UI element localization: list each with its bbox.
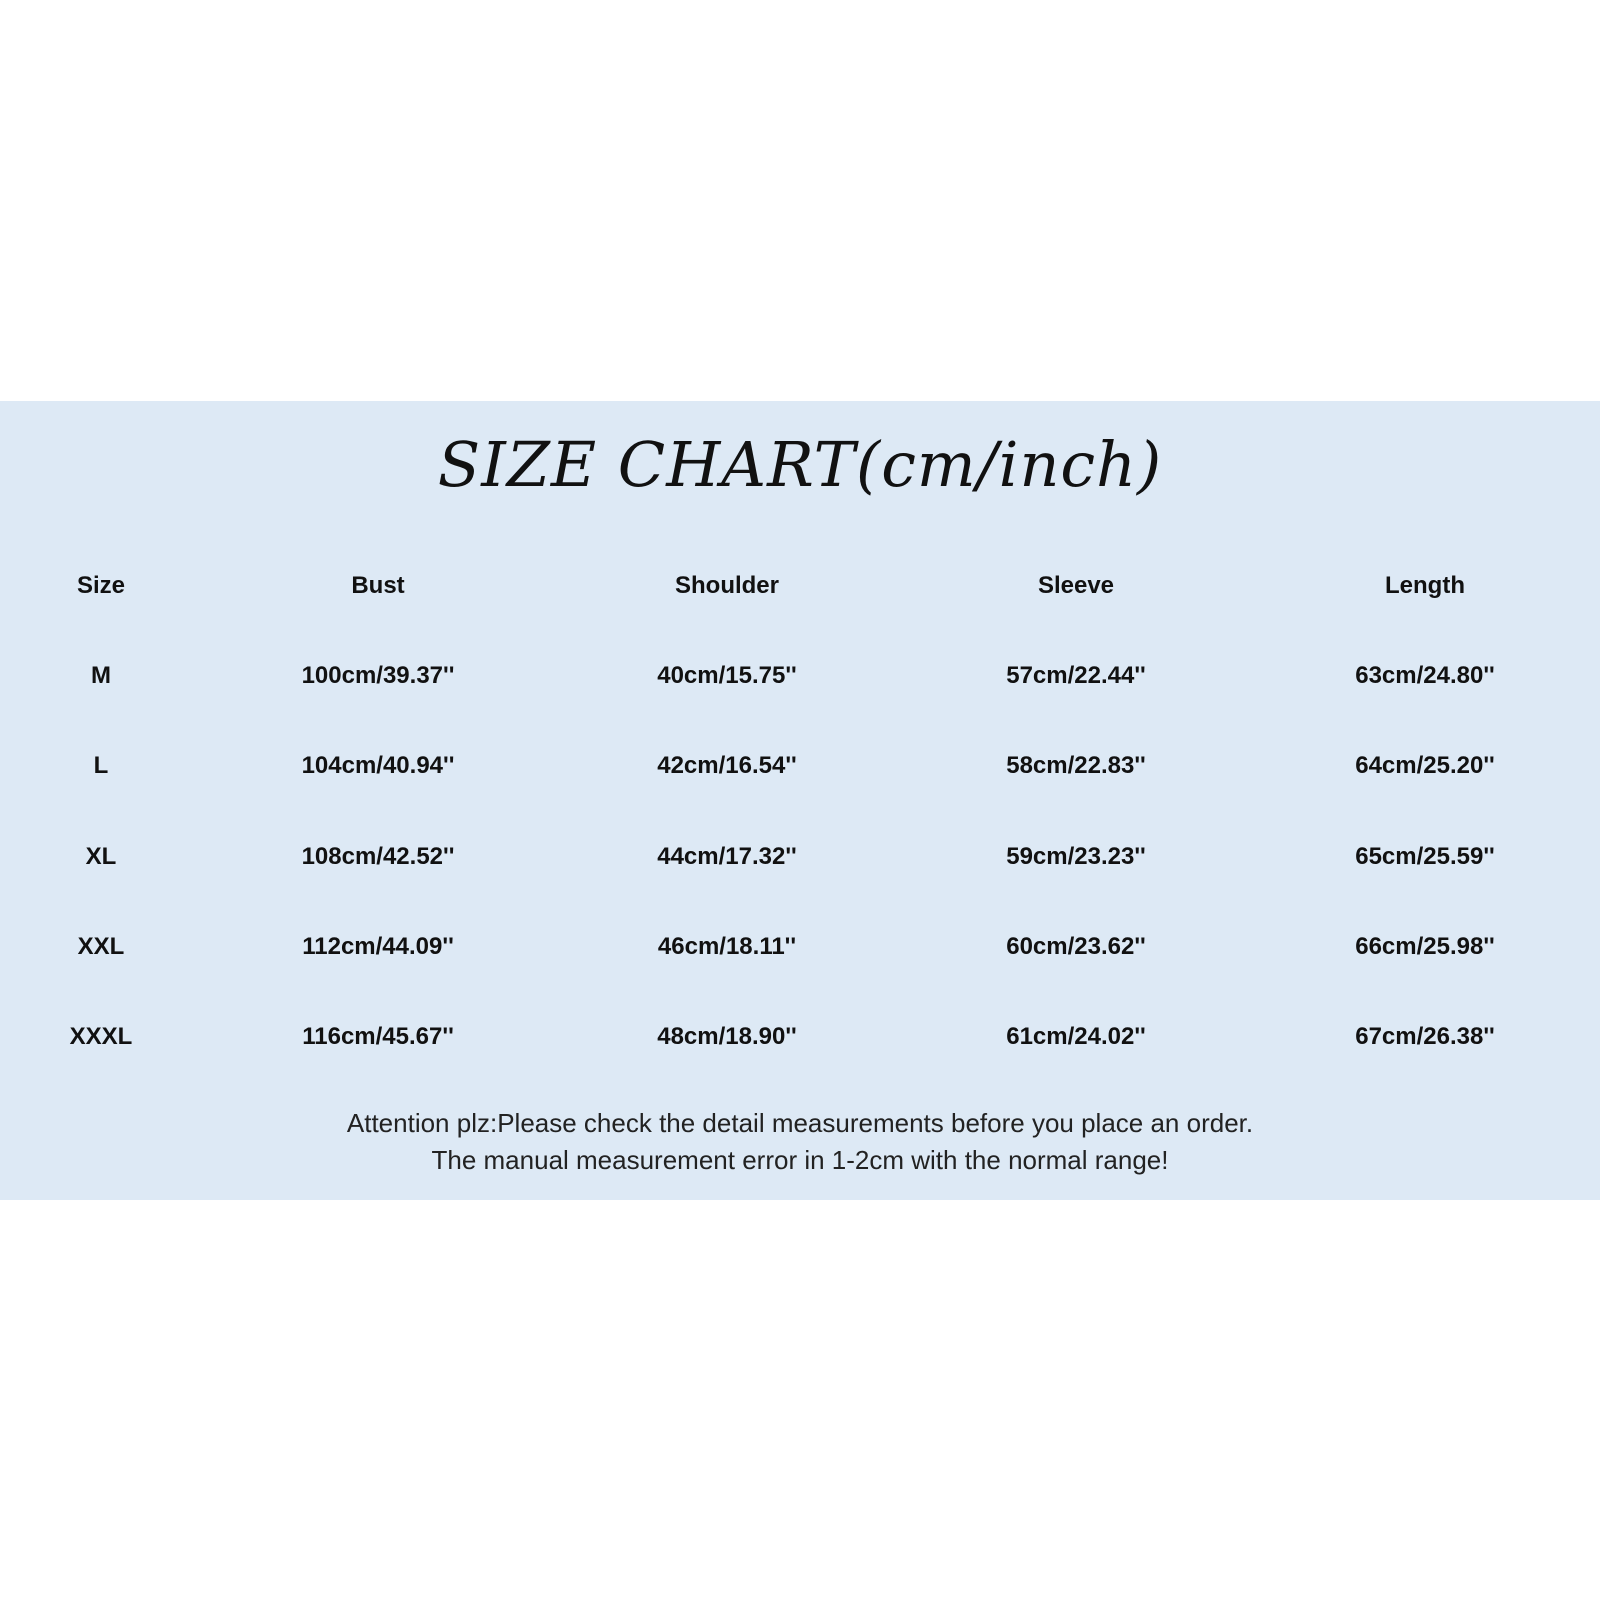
- table-cell: 59cm/23.23'': [1006, 843, 1146, 870]
- size-chart-panel: [0, 401, 1600, 1200]
- table-cell: 100cm/39.37'': [301, 662, 455, 689]
- table-cell: 64cm/25.20'': [1355, 752, 1495, 779]
- column-header-sleeve: Sleeve: [1037, 572, 1115, 599]
- column-header-bust: Bust: [351, 572, 405, 599]
- table-cell: 66cm/25.98'': [1355, 933, 1495, 960]
- table-cell: 58cm/22.83'': [1006, 752, 1146, 779]
- note-line-2: The manual measurement error in 1-2cm wi…: [431, 1145, 1169, 1175]
- table-cell: M: [91, 662, 111, 689]
- column-header-shoulder: Shoulder: [674, 572, 780, 599]
- table-cell: XXXL: [69, 1023, 133, 1050]
- table-cell: 42cm/16.54'': [657, 752, 797, 779]
- chart-title: SIZE CHART(cm/inch): [437, 428, 1163, 501]
- table-cell: 61cm/24.02'': [1006, 1023, 1146, 1050]
- table-cell: 104cm/40.94'': [301, 752, 455, 779]
- table-cell: L: [93, 752, 109, 779]
- table-cell: 108cm/42.52'': [301, 843, 455, 870]
- table-cell: 46cm/18.11'': [657, 933, 797, 960]
- column-header-length: Length: [1385, 572, 1465, 599]
- table-cell: 48cm/18.90'': [657, 1023, 797, 1050]
- table-cell: 67cm/26.38'': [1355, 1023, 1495, 1050]
- table-cell: 44cm/17.32'': [657, 843, 797, 870]
- table-cell: XL: [85, 843, 117, 870]
- table-cell: 60cm/23.62'': [1006, 933, 1146, 960]
- table-cell: 40cm/15.75'': [657, 662, 797, 689]
- table-cell: XXL: [77, 933, 125, 960]
- column-header-size: Size: [76, 572, 126, 599]
- note-line-1: Attention plz:Please check the detail me…: [346, 1108, 1254, 1138]
- table-cell: 116cm/45.67'': [302, 1023, 454, 1050]
- table-cell: 65cm/25.59'': [1355, 843, 1495, 870]
- table-cell: 112cm/44.09'': [302, 933, 454, 960]
- table-cell: 57cm/22.44'': [1006, 662, 1146, 689]
- table-cell: 63cm/24.80'': [1355, 662, 1495, 689]
